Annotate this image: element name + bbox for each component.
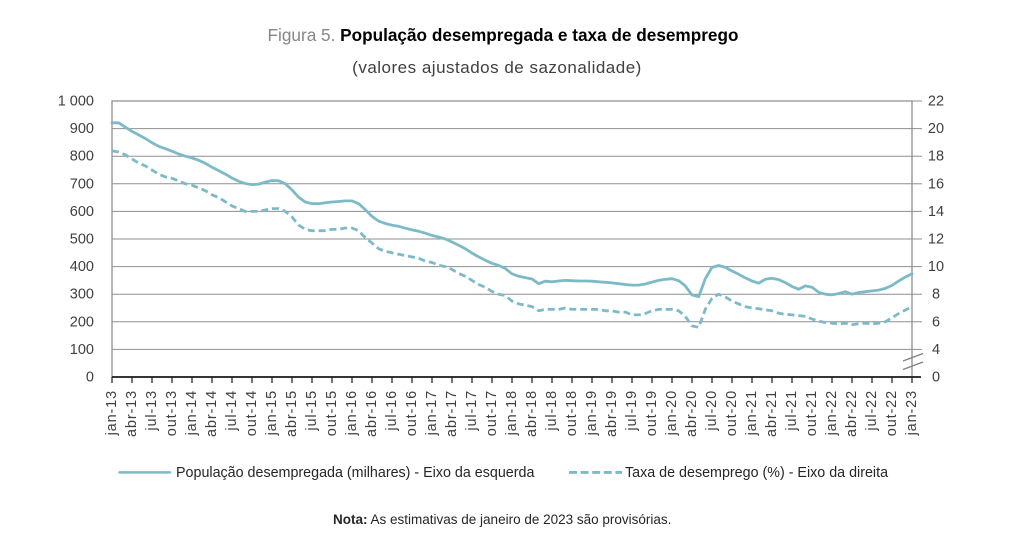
svg-text:16: 16 bbox=[928, 176, 944, 192]
svg-text:4: 4 bbox=[932, 342, 940, 358]
svg-text:jan-23: jan-23 bbox=[904, 390, 920, 436]
svg-text:400: 400 bbox=[70, 259, 94, 275]
svg-text:jan-20: jan-20 bbox=[664, 390, 680, 436]
svg-text:0: 0 bbox=[86, 370, 94, 386]
svg-text:18: 18 bbox=[928, 149, 944, 165]
svg-text:jul-20: jul-20 bbox=[704, 390, 720, 432]
svg-text:700: 700 bbox=[70, 176, 94, 192]
svg-text:12: 12 bbox=[928, 232, 944, 248]
svg-text:1 000: 1 000 bbox=[58, 94, 94, 110]
svg-text:abr-22: abr-22 bbox=[844, 390, 860, 437]
svg-text:22: 22 bbox=[928, 94, 944, 110]
svg-text:out-16: out-16 bbox=[404, 390, 420, 436]
svg-text:jul-13: jul-13 bbox=[144, 390, 160, 432]
svg-text:out-19: out-19 bbox=[644, 390, 660, 436]
svg-text:300: 300 bbox=[70, 287, 94, 303]
svg-text:out-22: out-22 bbox=[884, 390, 900, 436]
svg-text:out-14: out-14 bbox=[244, 390, 260, 436]
svg-text:abr-17: abr-17 bbox=[444, 390, 460, 437]
svg-text:abr-14: abr-14 bbox=[204, 390, 220, 437]
svg-text:jan-14: jan-14 bbox=[184, 390, 200, 436]
svg-text:100: 100 bbox=[70, 342, 94, 358]
svg-text:900: 900 bbox=[70, 121, 94, 137]
svg-text:jan-22: jan-22 bbox=[824, 390, 840, 436]
svg-text:600: 600 bbox=[70, 204, 94, 220]
svg-text:abr-18: abr-18 bbox=[524, 390, 540, 437]
svg-text:out-15: out-15 bbox=[324, 390, 340, 436]
svg-text:abr-21: abr-21 bbox=[764, 390, 780, 437]
svg-text:jul-22: jul-22 bbox=[864, 390, 880, 432]
svg-text:jan-18: jan-18 bbox=[504, 390, 520, 436]
svg-text:abr-19: abr-19 bbox=[604, 390, 620, 437]
svg-text:14: 14 bbox=[928, 204, 944, 220]
svg-text:500: 500 bbox=[70, 232, 94, 248]
svg-text:200: 200 bbox=[70, 314, 94, 330]
svg-text:jan-21: jan-21 bbox=[744, 390, 760, 436]
svg-text:abr-16: abr-16 bbox=[364, 390, 380, 437]
svg-text:jan-13: jan-13 bbox=[104, 390, 120, 436]
svg-text:abr-15: abr-15 bbox=[284, 390, 300, 437]
svg-text:jul-18: jul-18 bbox=[544, 390, 560, 432]
svg-text:20: 20 bbox=[928, 121, 944, 137]
svg-text:jul-17: jul-17 bbox=[464, 390, 480, 432]
svg-text:6: 6 bbox=[932, 314, 940, 330]
svg-text:jul-14: jul-14 bbox=[224, 390, 240, 432]
svg-text:out-17: out-17 bbox=[484, 390, 500, 436]
svg-text:out-13: out-13 bbox=[164, 390, 180, 436]
svg-text:800: 800 bbox=[70, 149, 94, 165]
svg-text:0: 0 bbox=[932, 370, 940, 386]
svg-text:10: 10 bbox=[928, 259, 944, 275]
svg-text:jan-19: jan-19 bbox=[584, 390, 600, 436]
svg-text:out-18: out-18 bbox=[564, 390, 580, 436]
svg-text:out-20: out-20 bbox=[724, 390, 740, 436]
svg-text:jan-16: jan-16 bbox=[344, 390, 360, 436]
svg-text:jul-15: jul-15 bbox=[304, 390, 320, 432]
svg-text:abr-20: abr-20 bbox=[684, 390, 700, 437]
svg-text:jan-15: jan-15 bbox=[264, 390, 280, 436]
svg-text:out-21: out-21 bbox=[804, 390, 820, 436]
svg-text:jul-19: jul-19 bbox=[624, 390, 640, 432]
svg-text:jan-17: jan-17 bbox=[424, 390, 440, 436]
svg-text:abr-13: abr-13 bbox=[124, 390, 140, 437]
svg-text:jul-16: jul-16 bbox=[384, 390, 400, 432]
svg-text:8: 8 bbox=[932, 287, 940, 303]
svg-text:jul-21: jul-21 bbox=[784, 390, 800, 432]
